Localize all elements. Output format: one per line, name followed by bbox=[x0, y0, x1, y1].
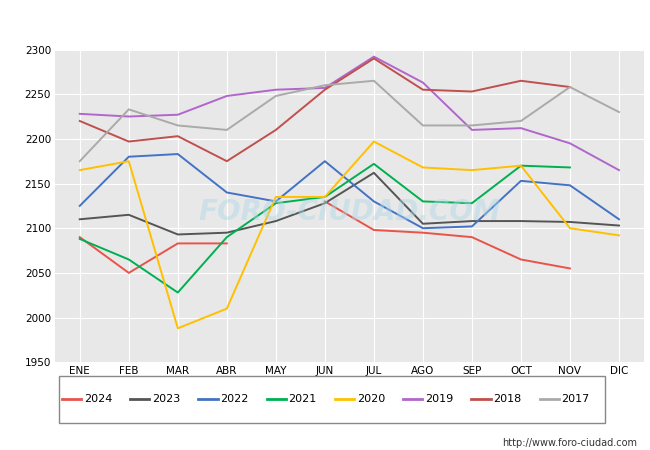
Text: 2017: 2017 bbox=[562, 394, 590, 405]
Text: 2021: 2021 bbox=[289, 394, 317, 405]
Text: 2023: 2023 bbox=[152, 394, 180, 405]
Text: 2018: 2018 bbox=[493, 394, 521, 405]
Text: 2024: 2024 bbox=[84, 394, 112, 405]
Text: 2019: 2019 bbox=[425, 394, 453, 405]
Text: http://www.foro-ciudad.com: http://www.foro-ciudad.com bbox=[502, 438, 637, 448]
Text: 2022: 2022 bbox=[220, 394, 249, 405]
Text: Afiliados en Azuaga a 30/11/2024: Afiliados en Azuaga a 30/11/2024 bbox=[185, 14, 465, 33]
Text: 2020: 2020 bbox=[357, 394, 385, 405]
Text: FORO-CIUDAD.COM: FORO-CIUDAD.COM bbox=[198, 198, 500, 226]
FancyBboxPatch shape bbox=[58, 376, 604, 423]
